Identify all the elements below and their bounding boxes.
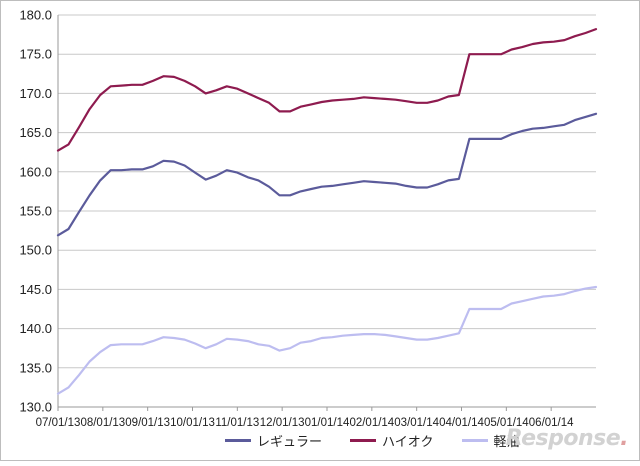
series-line-0 (56, 112, 598, 237)
y-tick-label: 145.0 (19, 282, 52, 297)
x-tick-labels: 07/01/13 08/01/13 09/01/13 10/01/13 11/01/13… (36, 417, 575, 429)
x-tick-label: 09/01/13 (125, 417, 170, 429)
y-tick-label: 130.0 (19, 400, 52, 415)
axes (57, 15, 596, 411)
watermark-text: Response (505, 426, 621, 451)
y-tick-label: 140.0 (19, 321, 52, 336)
gridlines (58, 14, 596, 369)
x-tick-label: 01/01/14 (305, 417, 350, 429)
legend-item-regular: レギュラー (225, 431, 322, 450)
legend-item-diesel: 軽油 (461, 431, 520, 450)
legend-swatch-highoctane (350, 439, 377, 442)
y-tick-label: 155.0 (19, 204, 52, 219)
legend-item-highoctane: ハイオク (350, 431, 434, 450)
legend-label-regular: レギュラー (257, 434, 323, 449)
x-tick-label: 02/01/14 (349, 417, 394, 429)
x-tick-label: 10/01/13 (170, 417, 215, 429)
legend: レギュラー ハイオク 軽油 (225, 431, 520, 450)
series-lines (56, 28, 598, 395)
y-tick-label: 175.0 (19, 47, 52, 62)
series-line-1 (56, 28, 598, 152)
x-tick-label: 05/01/14 (484, 417, 529, 429)
x-tick-label: 07/01/13 (36, 417, 81, 429)
legend-label-highoctane: ハイオク (382, 434, 434, 449)
legend-label-diesel: 軽油 (493, 434, 520, 449)
y-tick-label: 150.0 (19, 243, 52, 258)
legend-swatch-regular (225, 439, 251, 442)
y-tick-label: 170.0 (19, 86, 52, 101)
x-tick-label: 03/01/14 (394, 417, 439, 429)
x-tick-label: 04/01/14 (439, 417, 484, 429)
x-tick-label: 12/01/13 (260, 417, 305, 429)
x-tick-label: 08/01/13 (80, 417, 125, 429)
y-tick-labels: 130.0 135.0 140.0 145.0 150.0 155.0 160.0 165.0… (19, 8, 52, 415)
watermark-dot: . (620, 426, 628, 451)
y-tick-label: 165.0 (19, 125, 52, 140)
y-tick-label: 180.0 (19, 8, 52, 23)
x-tick-label: 11/01/13 (215, 417, 259, 429)
legend-swatch-diesel (461, 439, 488, 442)
y-tick-label: 160.0 (19, 164, 52, 179)
y-tick-label: 135.0 (19, 360, 52, 375)
series-line-2 (56, 285, 598, 395)
x-tick-label: 06/01/14 (529, 417, 574, 429)
response-logo: Response. (505, 426, 629, 451)
